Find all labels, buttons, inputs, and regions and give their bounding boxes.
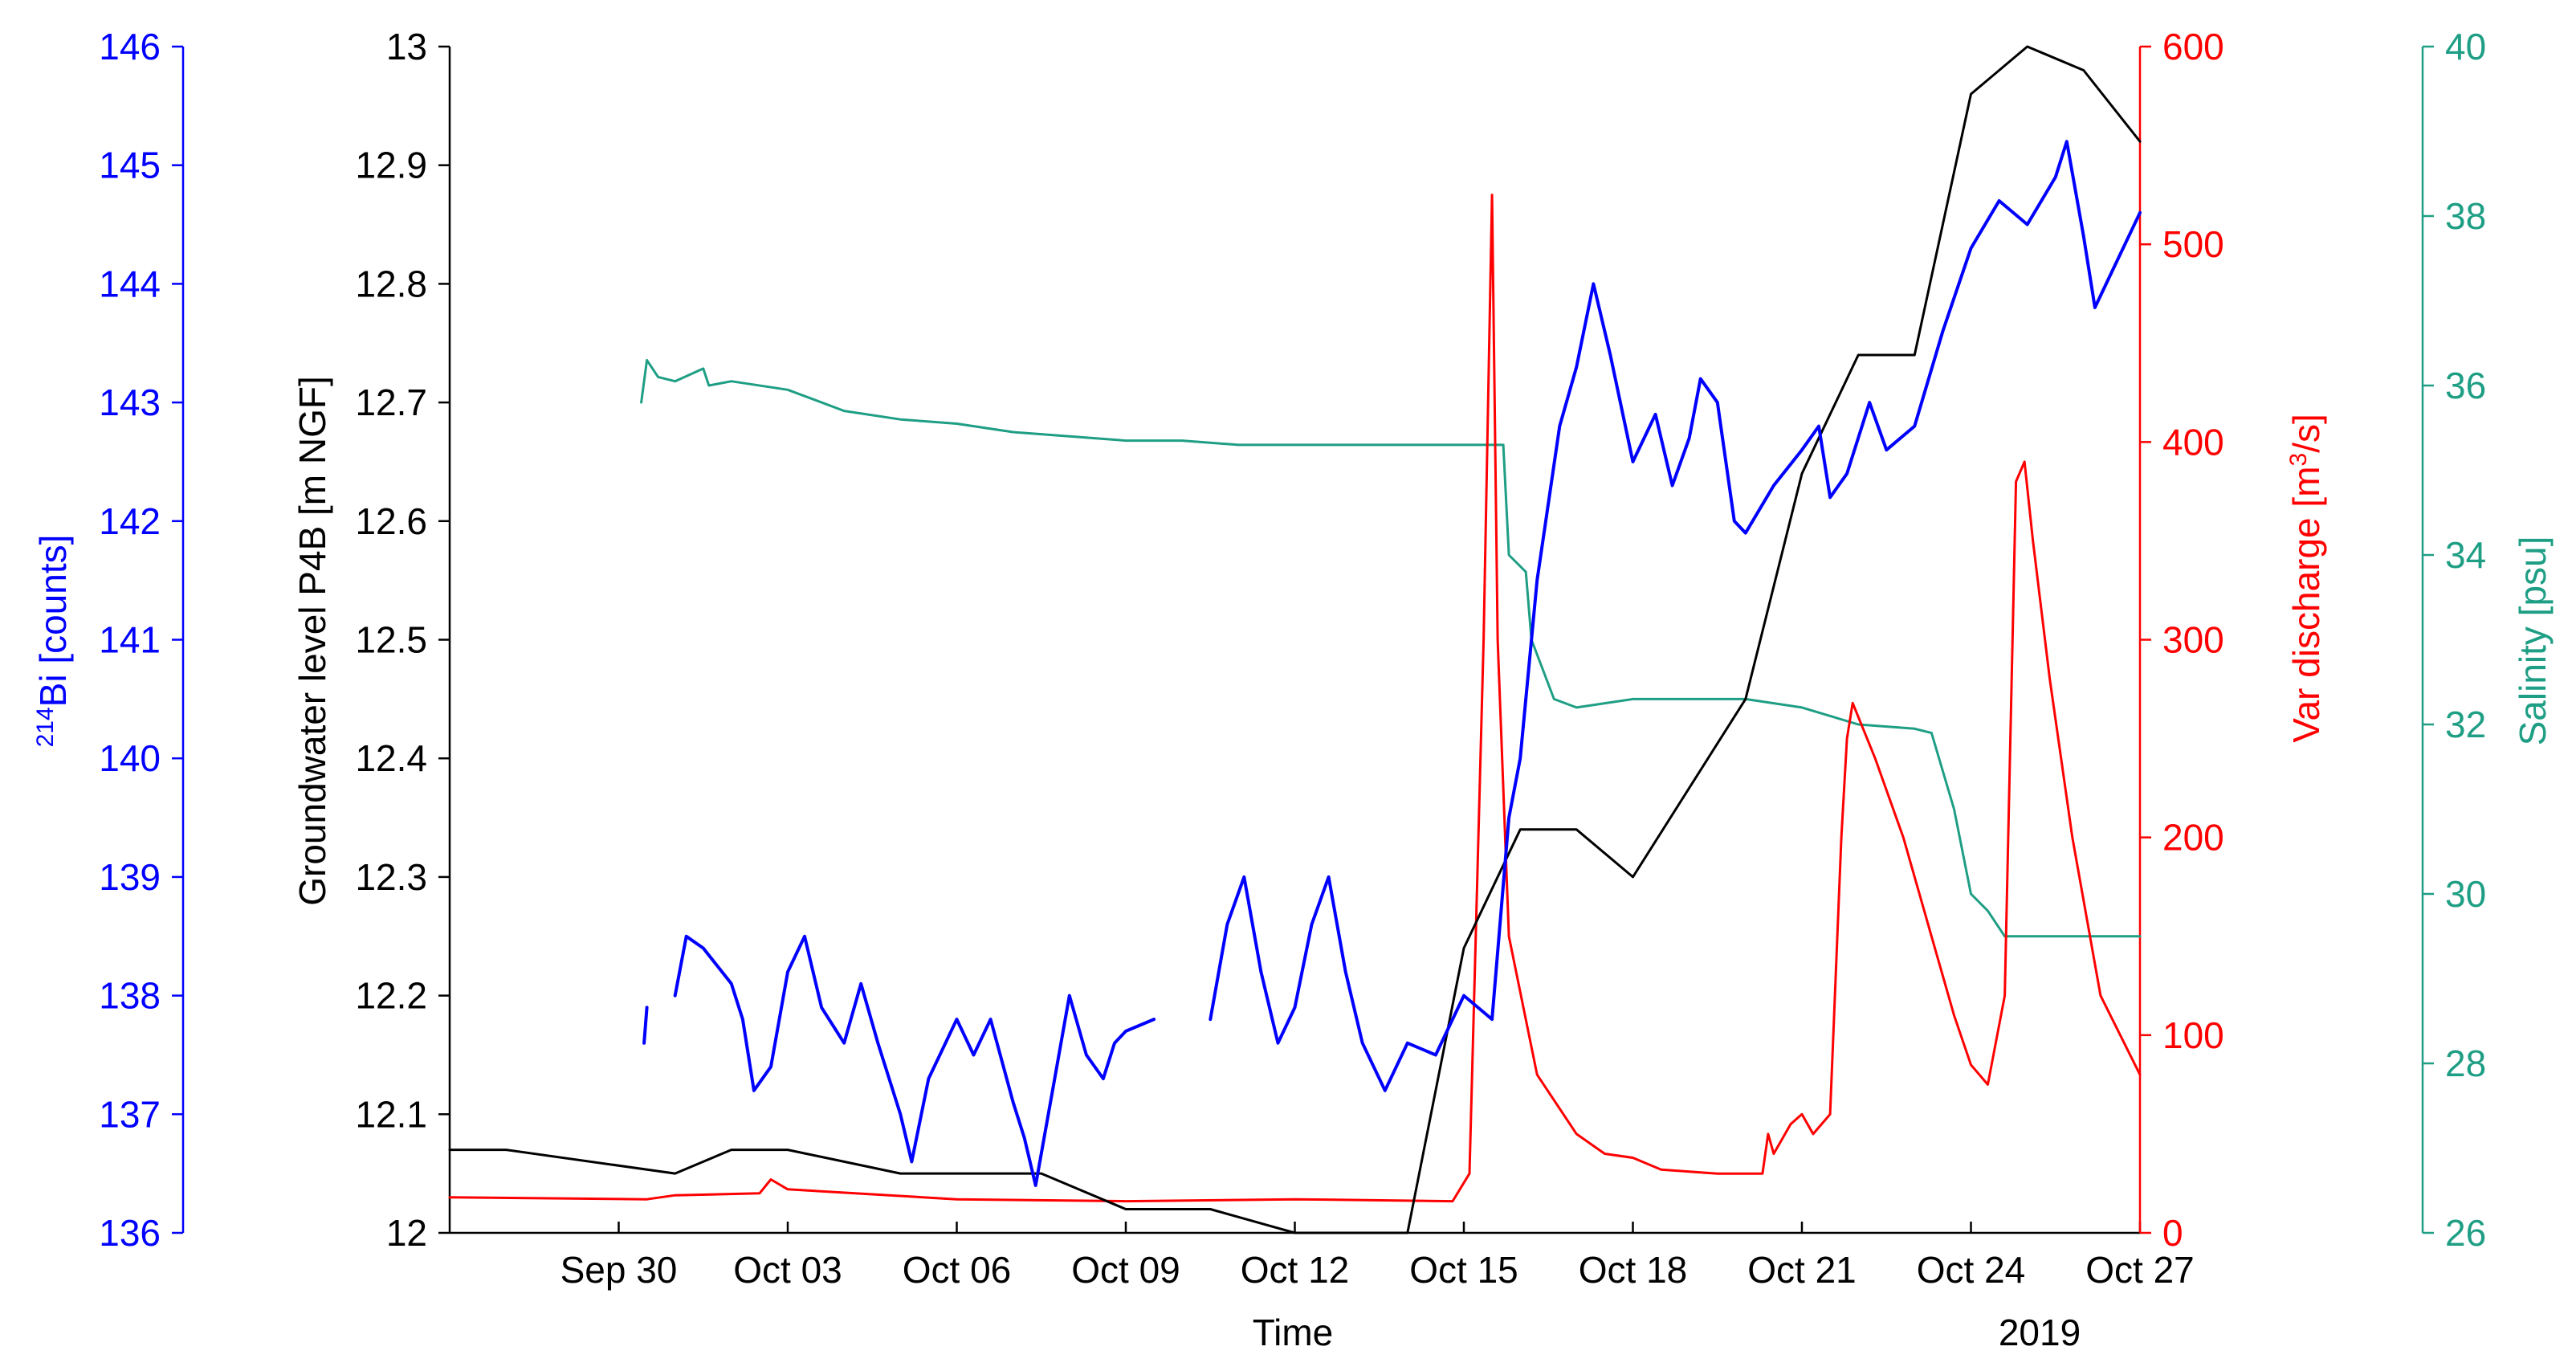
bi-series-line (1209, 140, 2142, 1092)
groundwater-tick-label: 12.2 (355, 975, 427, 1017)
x-tick-label: Oct 27 (2085, 1249, 2195, 1291)
salinity-tick-label: 30 (2445, 873, 2486, 915)
groundwater-tick-label: 12.1 (355, 1093, 427, 1135)
groundwater-tick-label: 13 (386, 26, 427, 67)
salinity-tick-label: 34 (2445, 534, 2486, 576)
groundwater-tick-label: 12.6 (355, 500, 427, 542)
salinity-tick-label: 38 (2445, 195, 2486, 237)
bismuth-tick-label: 142 (99, 500, 161, 542)
groundwater-tick-label: 12 (386, 1212, 427, 1254)
x-tick-label: Oct 12 (1241, 1249, 1350, 1291)
bi-series-line (642, 1006, 649, 1045)
x-axis-label: Time (1253, 1312, 1334, 1353)
groundwater-tick-label: 12.8 (355, 263, 427, 304)
series-layer (448, 45, 2142, 1234)
bismuth-tick-label: 137 (99, 1093, 161, 1135)
axis-labels-layer: Time 2019 Groundwater level P4B [m NGF] … (32, 376, 2554, 1353)
discharge-axis-label-main: Var discharge [m (2285, 466, 2327, 742)
bi-series-line (673, 934, 1156, 1187)
salinity-series-line (640, 358, 2142, 938)
discharge-tick-label: 200 (2162, 817, 2224, 859)
x-tick-label: Oct 06 (903, 1249, 1012, 1291)
discharge-axis-label-superscript: 3 (2285, 453, 2312, 467)
bismuth-tick-label: 138 (99, 975, 161, 1017)
bismuth-axis-label: 214Bi [counts] (32, 535, 75, 748)
x-tick-label: Oct 09 (1071, 1249, 1180, 1291)
groundwater-tick-label: 12.4 (355, 737, 427, 779)
bismuth-tick-label: 141 (99, 619, 161, 661)
bismuth-tick-label: 140 (99, 737, 161, 779)
groundwater-tick-label: 12.9 (355, 145, 427, 186)
discharge-tick-label: 600 (2162, 26, 2224, 67)
discharge-tick-label: 500 (2162, 223, 2224, 265)
discharge-axis-label: Var discharge [m3/s] (2285, 414, 2328, 743)
axes-layer: Sep 30 Oct 03 Oct 06 Oct 09 Oct 12 Oct 15 Oct … (99, 26, 2486, 1291)
salinity-tick-label: 28 (2445, 1043, 2486, 1084)
discharge-tick-label: 0 (2162, 1212, 2183, 1254)
salinity-tick-label: 32 (2445, 704, 2486, 745)
discharge-tick-label: 100 (2162, 1014, 2224, 1056)
groundwater-tick-label: 12.7 (355, 382, 427, 423)
bismuth-axis-label-superscript: 214 (32, 707, 59, 747)
discharge-tick-label: 400 (2162, 421, 2224, 463)
bismuth-tick-label: 146 (99, 26, 161, 67)
x-tick-label: Oct 18 (1579, 1249, 1688, 1291)
bismuth-tick-label: 143 (99, 382, 161, 423)
bismuth-axis-label-main: Bi [counts] (32, 535, 74, 708)
x-tick-label: Sep 30 (560, 1249, 678, 1291)
x-axis-year-label: 2019 (1999, 1312, 2081, 1353)
x-tick-label: Oct 24 (1917, 1249, 2026, 1291)
salinity-tick-label: 26 (2445, 1212, 2486, 1254)
bismuth-tick-label: 139 (99, 856, 161, 898)
bismuth-tick-label: 136 (99, 1212, 161, 1254)
discharge-axis-label-end: /s] (2285, 414, 2327, 453)
groundwater-axis-label: Groundwater level P4B [m NGF] (291, 376, 333, 906)
gw-series-line (448, 45, 2142, 1234)
salinity-tick-label: 36 (2445, 365, 2486, 406)
x-tick-label: Oct 15 (1409, 1249, 1518, 1291)
discharge-series-line (448, 194, 2142, 1203)
x-tick-label: Oct 03 (733, 1249, 842, 1291)
bismuth-tick-label: 144 (99, 263, 161, 304)
x-tick-label: Oct 21 (1747, 1249, 1857, 1291)
groundwater-tick-label: 12.3 (355, 856, 427, 898)
salinity-axis-label: Salinity [psu] (2512, 537, 2554, 746)
groundwater-tick-label: 12.5 (355, 619, 427, 661)
bismuth-tick-label: 145 (99, 145, 161, 186)
salinity-tick-label: 40 (2445, 26, 2486, 67)
discharge-tick-label: 300 (2162, 619, 2224, 661)
